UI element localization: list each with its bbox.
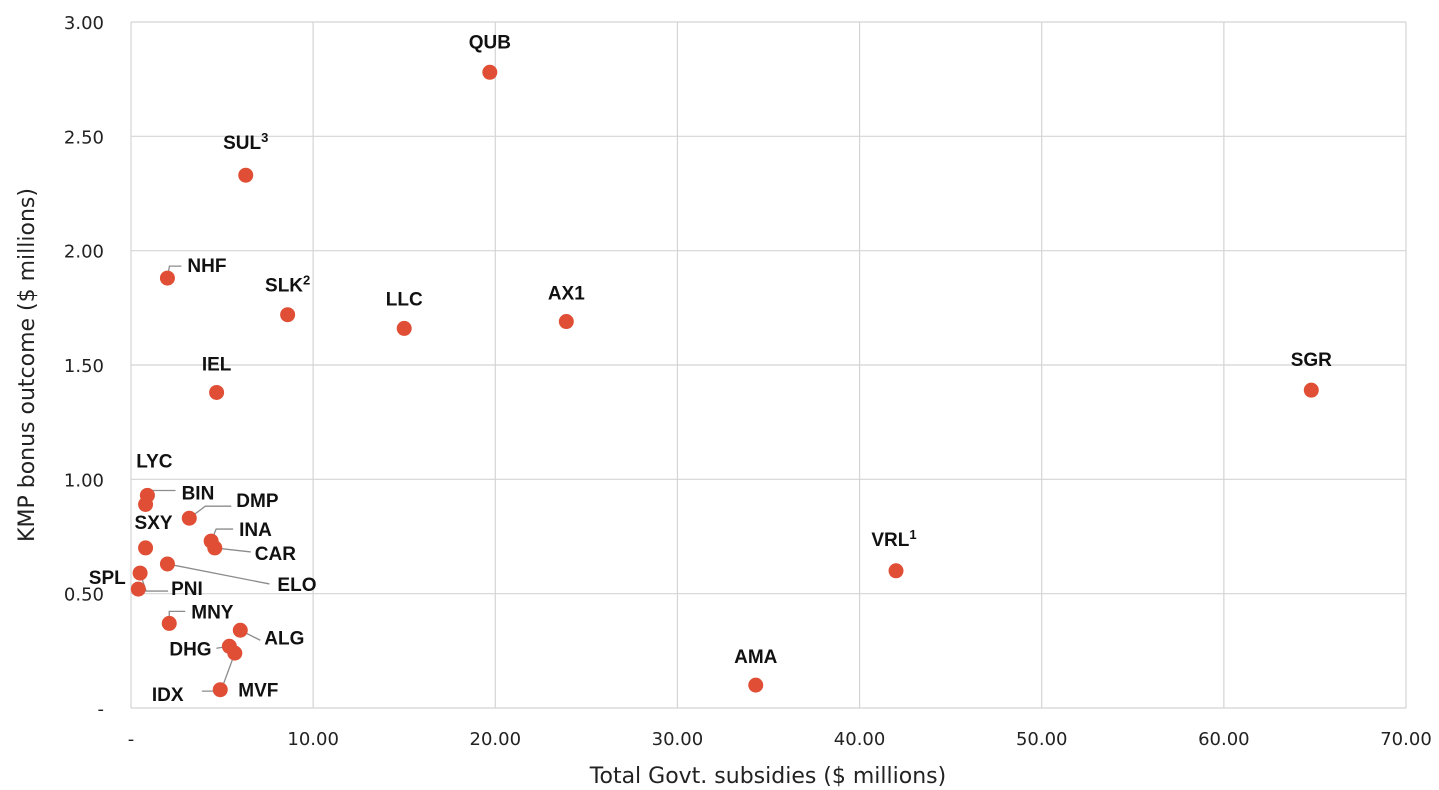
x-axis-label: Total Govt. subsidies ($ millions) xyxy=(589,764,946,789)
point-label-text: INA xyxy=(239,520,272,541)
y-tick-label: 2.00 xyxy=(64,242,104,263)
data-point-llc xyxy=(396,320,412,336)
data-point-mny xyxy=(161,615,177,631)
point-label-text: IEL xyxy=(202,354,232,375)
data-point-ama xyxy=(748,677,764,693)
gridlines xyxy=(130,21,1407,709)
x-tick-label: 30.00 xyxy=(652,729,704,750)
point-label-slk: SLK2 xyxy=(265,273,310,297)
data-point-qub xyxy=(482,64,498,80)
point-label-spl: SPL xyxy=(89,568,126,589)
point-label-text: QUB xyxy=(469,32,511,53)
point-label-text: DMP xyxy=(236,491,279,512)
point-label-sul: SUL3 xyxy=(223,130,268,154)
x-tick-label: 50.00 xyxy=(1016,729,1068,750)
y-tick-label: 1.50 xyxy=(64,356,104,377)
point-label-lyc: LYC xyxy=(136,451,173,472)
tick-labels: - 10.00 20.00 30.00 40.00 50.00 60.00 70.00 - 0.5… xyxy=(64,13,1432,750)
point-label-sgr: SGR xyxy=(1291,350,1332,371)
data-point-car xyxy=(207,540,223,556)
y-axis-label: KMP bonus outcome ($ millions) xyxy=(15,188,40,542)
point-label-text: SUL xyxy=(223,133,261,154)
data-point-iel xyxy=(209,384,225,400)
point-label-car: CAR xyxy=(255,544,296,565)
data-point-mvf xyxy=(212,682,228,698)
point-label-qub: QUB xyxy=(469,32,511,53)
data-point-spl xyxy=(130,581,146,597)
point-label-text: VRL xyxy=(871,530,909,551)
point-label-ina: INA xyxy=(239,520,272,541)
point-label-text: AX1 xyxy=(548,284,585,305)
data-point-dmp xyxy=(181,510,197,526)
label-leaders xyxy=(139,265,270,692)
label-leader-line xyxy=(167,563,270,585)
x-tick-label: - xyxy=(128,729,135,750)
data-point-vrl xyxy=(888,563,904,579)
point-label-sxy: SXY xyxy=(135,513,173,534)
point-label-superscript: 3 xyxy=(261,130,268,145)
point-label-superscript: 1 xyxy=(909,527,916,542)
point-label-vrl: VRL1 xyxy=(871,527,916,551)
point-label-idx: IDX xyxy=(152,685,184,706)
point-label-ax1: AX1 xyxy=(548,284,585,305)
data-point-sul xyxy=(238,167,254,183)
data-point-sxy xyxy=(138,540,154,556)
point-label-superscript: 2 xyxy=(303,273,310,288)
point-label-text: AMA xyxy=(734,647,778,668)
point-label-text: IDX xyxy=(152,685,184,706)
point-label-ama: AMA xyxy=(734,647,778,668)
point-label-text: CAR xyxy=(255,544,296,565)
y-tick-label: - xyxy=(98,699,105,720)
data-point-alg xyxy=(232,622,248,638)
point-label-text: ELO xyxy=(277,575,316,596)
data-point-idx xyxy=(227,645,243,661)
point-label-text: SXY xyxy=(135,513,173,534)
point-label-mvf: MVF xyxy=(238,681,278,702)
point-label-text: SGR xyxy=(1291,350,1332,371)
point-label-text: BIN xyxy=(182,483,215,504)
point-label-nhf: NHF xyxy=(187,256,226,277)
x-tick-label: 10.00 xyxy=(287,729,339,750)
point-label-iel: IEL xyxy=(202,354,232,375)
point-label-bin: BIN xyxy=(182,483,215,504)
point-label-dmp: DMP xyxy=(236,491,279,512)
data-points xyxy=(130,64,1319,698)
point-label-alg: ALG xyxy=(264,628,304,649)
point-label-text: SLK xyxy=(265,276,303,297)
data-point-sgr xyxy=(1303,382,1319,398)
point-label-text: LYC xyxy=(136,451,173,472)
point-label-mny: MNY xyxy=(191,602,234,623)
point-label-text: ALG xyxy=(264,628,304,649)
point-label-text: MVF xyxy=(238,681,278,702)
point-label-text: SPL xyxy=(89,568,126,589)
point-label-text: NHF xyxy=(187,256,226,277)
point-label-llc: LLC xyxy=(386,289,423,310)
point-labels: QUB SUL3 NHF SLK2 LLC AX1 IEL SGR LYC BIN DMP INA CA… xyxy=(89,32,1332,706)
point-label-elo: ELO xyxy=(277,575,316,596)
data-point-elo xyxy=(159,556,175,572)
y-tick-label: 1.00 xyxy=(64,470,104,491)
data-point-bin xyxy=(138,496,154,512)
y-tick-label: 0.50 xyxy=(64,585,104,606)
x-tick-label: 20.00 xyxy=(470,729,522,750)
data-point-ax1 xyxy=(558,314,574,330)
x-tick-label: 70.00 xyxy=(1380,729,1432,750)
point-label-dhg: DHG xyxy=(169,639,211,660)
x-tick-label: 60.00 xyxy=(1198,729,1250,750)
point-label-text: LLC xyxy=(386,289,423,310)
data-point-pni xyxy=(132,565,148,581)
x-tick-label: 40.00 xyxy=(834,729,886,750)
point-label-text: PNI xyxy=(171,579,203,600)
y-tick-label: 3.00 xyxy=(64,13,104,34)
data-point-nhf xyxy=(159,270,175,286)
y-tick-label: 2.50 xyxy=(64,127,104,148)
data-point-slk xyxy=(280,307,296,323)
point-label-text: DHG xyxy=(169,639,211,660)
point-label-text: MNY xyxy=(191,602,234,623)
point-label-pni: PNI xyxy=(171,579,203,600)
